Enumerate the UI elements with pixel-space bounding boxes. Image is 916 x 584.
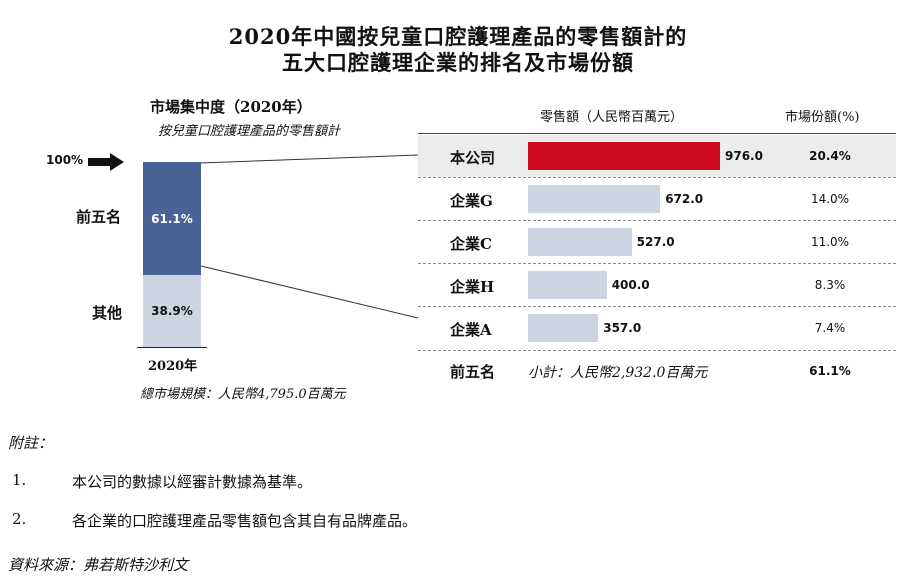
note-2-text: 各企業的口腔護理產品零售額包含其自有品牌產品。 [72,512,418,530]
bar [528,142,720,170]
total-share: 61.1% [809,364,851,378]
share-value: 20.4% [809,149,851,163]
arrow-label: 100% [46,153,84,167]
column-header-sales: 零售額（人民幣百萬元） [540,110,684,125]
top-five-row-label: 前五名 [450,363,496,381]
bar-value-label: 672.0 [665,192,704,206]
chart-title-line2: 五大口腔護理企業的排名及市場份額 [282,50,634,75]
bar-value-label: 357.0 [603,321,642,335]
bar [528,228,632,256]
left-panel-subtitle: 按兒童口腔護理產品的零售額計 [158,124,341,139]
bar [528,185,661,213]
top-five-label: 前五名 [76,208,122,226]
others-value: 38.9% [151,304,193,318]
bar-value-label: 976.0 [725,149,763,163]
row-divider [418,263,896,264]
stacked-bar-others: 38.9% [143,275,201,347]
share-value: 8.3% [814,278,846,292]
bar-value-label: 527.0 [636,235,675,249]
year-label: 2020年 [148,359,198,374]
others-label: 其他 [92,304,123,322]
row-divider [418,306,896,307]
stack-baseline [137,347,207,348]
note-1-number: 1. [12,471,27,489]
row-divider [418,177,896,178]
row-label: 本公司 [450,149,496,167]
chart-title-line1: 2020年中國按兒童口腔護理產品的零售額計的 [228,24,688,49]
share-value: 7.4% [814,321,846,335]
row-label: 企業H [450,278,495,296]
source-text: 資料來源：弗若斯特沙利文 [8,556,189,574]
total-market-size: 總市場規模：人民幣4,795.0百萬元 [140,387,346,402]
table-top-rule [418,133,896,134]
row-label: 企業A [450,321,492,339]
note-1-text: 本公司的數據以經審計數據為基準。 [72,473,313,491]
share-value: 11.0% [810,235,850,249]
row-label: 企業C [450,235,492,253]
row-label: 企業G [450,192,493,210]
left-panel-title: 市場集中度（2020年） [150,98,312,116]
arrow-right-icon [88,153,124,171]
share-value: 14.0% [810,192,850,206]
notes-heading: 附註： [8,434,54,452]
bar [528,314,599,342]
top-five-value: 61.1% [151,211,193,226]
row-divider [418,220,896,221]
bar-value-label: 400.0 [611,278,650,292]
bar [528,271,607,299]
subtotal-text: 小計：人民幣2,932.0百萬元 [528,365,708,381]
row-divider [418,350,896,351]
stacked-bar-top-five: 61.1% [143,162,201,276]
column-header-share: 市場份額(%) [785,110,860,125]
note-2-number: 2. [12,510,27,528]
